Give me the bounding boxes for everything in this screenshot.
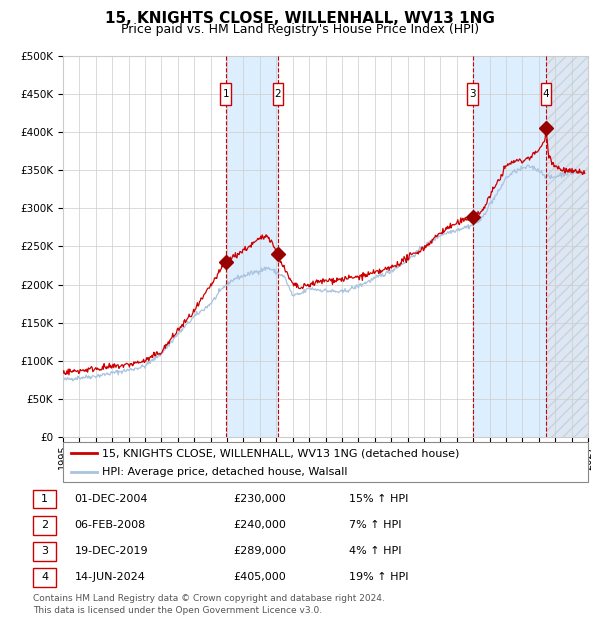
Text: 3: 3 — [469, 89, 476, 99]
Bar — [226, 56, 278, 437]
Text: 2: 2 — [275, 89, 281, 99]
Text: 14-JUN-2024: 14-JUN-2024 — [74, 572, 146, 582]
Text: 7% ↑ HPI: 7% ↑ HPI — [349, 520, 402, 530]
Text: £289,000: £289,000 — [233, 546, 286, 556]
Bar — [546, 56, 600, 437]
Text: 4% ↑ HPI: 4% ↑ HPI — [349, 546, 402, 556]
FancyBboxPatch shape — [272, 83, 283, 105]
Text: 19-DEC-2019: 19-DEC-2019 — [74, 546, 148, 556]
Text: 19% ↑ HPI: 19% ↑ HPI — [349, 572, 409, 582]
FancyBboxPatch shape — [467, 83, 478, 105]
Text: 1: 1 — [223, 89, 229, 99]
Text: 06-FEB-2008: 06-FEB-2008 — [74, 520, 146, 530]
Text: £240,000: £240,000 — [233, 520, 286, 530]
FancyBboxPatch shape — [63, 442, 588, 482]
Text: 3: 3 — [41, 546, 48, 556]
Text: 15% ↑ HPI: 15% ↑ HPI — [349, 494, 409, 504]
Text: Price paid vs. HM Land Registry's House Price Index (HPI): Price paid vs. HM Land Registry's House … — [121, 23, 479, 36]
Bar — [473, 56, 546, 437]
FancyBboxPatch shape — [33, 490, 56, 508]
Text: 4: 4 — [543, 89, 550, 99]
FancyBboxPatch shape — [33, 568, 56, 587]
Text: £230,000: £230,000 — [233, 494, 286, 504]
Text: 4: 4 — [41, 572, 48, 582]
FancyBboxPatch shape — [220, 83, 231, 105]
FancyBboxPatch shape — [33, 542, 56, 560]
Text: HPI: Average price, detached house, Walsall: HPI: Average price, detached house, Wals… — [103, 467, 348, 477]
Text: £405,000: £405,000 — [233, 572, 286, 582]
Text: This data is licensed under the Open Government Licence v3.0.: This data is licensed under the Open Gov… — [33, 606, 322, 615]
Text: 15, KNIGHTS CLOSE, WILLENHALL, WV13 1NG (detached house): 15, KNIGHTS CLOSE, WILLENHALL, WV13 1NG … — [103, 448, 460, 458]
Text: 1: 1 — [41, 494, 48, 504]
FancyBboxPatch shape — [33, 516, 56, 534]
Text: 01-DEC-2004: 01-DEC-2004 — [74, 494, 148, 504]
FancyBboxPatch shape — [541, 83, 551, 105]
Text: Contains HM Land Registry data © Crown copyright and database right 2024.: Contains HM Land Registry data © Crown c… — [33, 593, 385, 603]
Text: 15, KNIGHTS CLOSE, WILLENHALL, WV13 1NG: 15, KNIGHTS CLOSE, WILLENHALL, WV13 1NG — [105, 11, 495, 25]
Text: 2: 2 — [41, 520, 48, 530]
